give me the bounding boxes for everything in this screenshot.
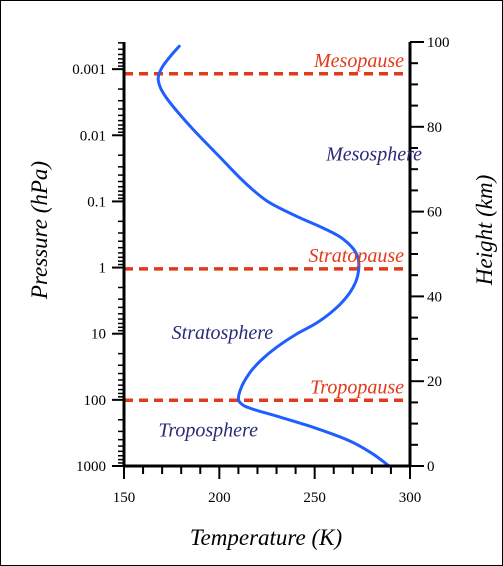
temperature-profile-line [156, 44, 391, 468]
region-label-troposphere: Troposphere [158, 419, 258, 441]
x-tick-label: 200 [208, 490, 231, 506]
left-tick-label: 100 [84, 393, 107, 409]
right-tick-label: 0 [427, 459, 435, 475]
series-layer [156, 44, 391, 468]
left-tick-label: 1000 [76, 459, 106, 475]
x-axis-title: Temperature (K) [190, 525, 342, 550]
labels-layer: Mesopause Stratopause Tropopause Mesosphere… [158, 50, 422, 442]
right-tick-label: 60 [427, 205, 442, 221]
reference-lines-layer [124, 72, 410, 403]
left-tick-label: 0.001 [72, 62, 106, 78]
left-y-axis-title: Pressure (hPa) [27, 161, 52, 300]
reference-label-stratopause: Stratopause [308, 245, 404, 267]
left-tick-label: 0.01 [80, 128, 106, 144]
region-label-stratosphere: Stratosphere [172, 322, 274, 344]
left-tick-label: 10 [91, 327, 106, 343]
axes-layer: 150 200 250 300 1000 100 10 1 0.1 0.01 0.001 0 20 40 6… [72, 35, 449, 506]
right-y-axis-title: Height (km) [472, 175, 497, 287]
reference-label-mesopause: Mesopause [313, 50, 404, 72]
right-tick-label: 40 [427, 289, 442, 305]
x-tick-label: 150 [113, 490, 136, 506]
x-tick-label: 300 [399, 490, 422, 506]
region-label-mesosphere: Mesosphere [325, 144, 422, 166]
left-tick-label: 1 [99, 261, 107, 277]
right-tick-label: 100 [427, 35, 450, 51]
left-tick-label: 0.1 [87, 194, 106, 210]
right-tick-label: 20 [427, 374, 442, 390]
reference-label-tropopause: Tropopause [310, 376, 404, 398]
x-tick-label: 250 [303, 490, 326, 506]
right-tick-label: 80 [427, 120, 442, 136]
